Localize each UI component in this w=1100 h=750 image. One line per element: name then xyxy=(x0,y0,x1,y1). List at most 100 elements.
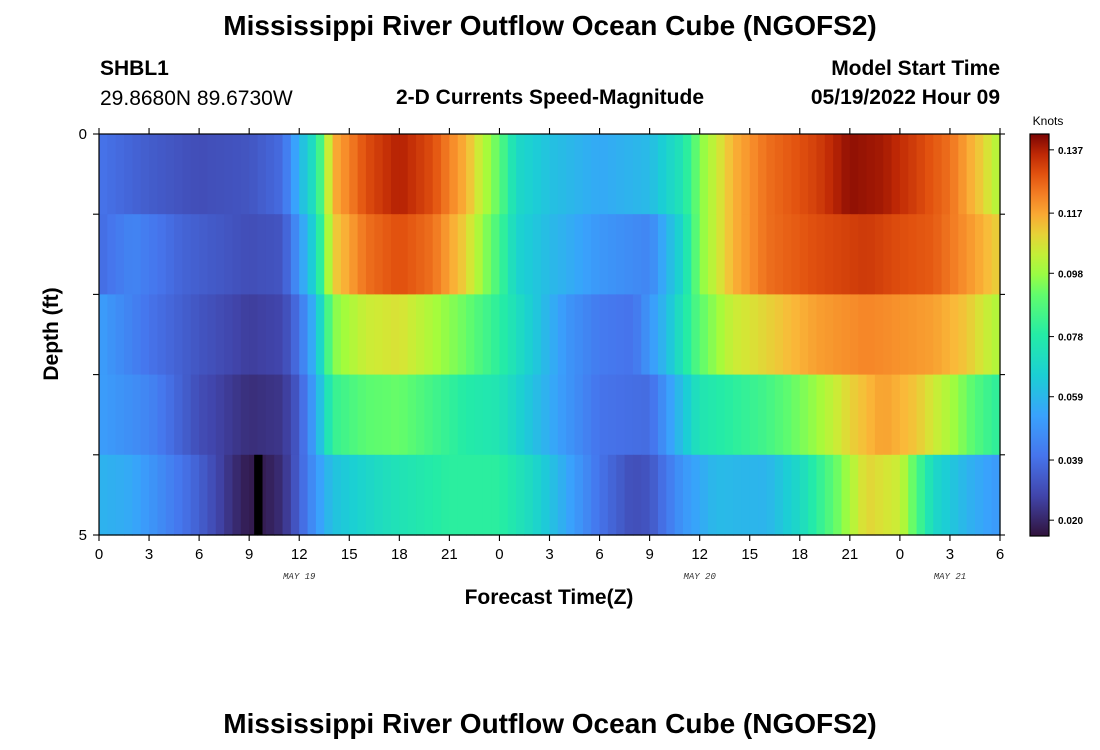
heatmap-cell xyxy=(766,134,776,215)
heatmap-cell xyxy=(574,214,584,295)
heatmap-cell xyxy=(908,134,918,215)
heatmap-cell xyxy=(949,294,959,376)
heatmap-cell xyxy=(607,134,617,215)
heatmap-cell xyxy=(949,214,959,295)
heatmap-cell xyxy=(599,214,609,295)
heatmap-cell xyxy=(824,374,834,456)
heatmap-cell xyxy=(974,134,984,215)
heatmap-cell xyxy=(641,214,651,295)
heatmap-cell xyxy=(374,374,384,456)
heatmap-cell xyxy=(607,454,617,536)
heatmap-cell xyxy=(699,214,709,295)
heatmap-cell xyxy=(190,374,200,456)
heatmap-cell xyxy=(249,374,259,456)
heatmap-cell xyxy=(791,454,801,536)
heatmap-cell xyxy=(799,454,809,536)
heatmap-cell xyxy=(924,294,934,376)
heatmap-cell xyxy=(924,454,934,536)
heatmap-cell xyxy=(349,374,359,456)
heatmap-cell xyxy=(699,294,709,376)
heatmap-cell xyxy=(949,374,959,456)
heatmap-cell xyxy=(107,454,117,536)
heatmap-cell xyxy=(107,294,117,376)
heatmap-cell xyxy=(657,374,667,456)
heatmap-cell xyxy=(165,294,175,376)
heatmap-cell xyxy=(591,134,601,215)
heatmap-cell xyxy=(749,294,759,376)
heatmap-cell xyxy=(399,374,409,456)
heatmap-cell xyxy=(357,214,367,295)
heatmap-cell xyxy=(132,294,142,376)
heatmap-cell xyxy=(941,134,951,215)
heatmap-cell xyxy=(474,454,484,536)
heatmap-cell xyxy=(566,134,576,215)
heatmap-cell xyxy=(799,294,809,376)
heatmap-cell xyxy=(874,134,884,215)
heatmap-cell xyxy=(315,454,325,536)
heatmap-cell xyxy=(174,214,184,295)
heatmap-cell xyxy=(574,134,584,215)
heatmap-cell xyxy=(457,294,467,376)
heatmap-cell xyxy=(499,454,509,536)
heatmap-cell xyxy=(449,294,459,376)
heatmap-cell xyxy=(899,294,909,376)
heatmap-cell xyxy=(491,134,501,215)
heatmap-cell xyxy=(215,214,225,295)
model-start-label: Model Start Time xyxy=(831,57,1000,80)
heatmap-cell xyxy=(149,374,158,456)
heatmap-cell xyxy=(549,454,559,536)
heatmap-cell xyxy=(574,454,584,536)
heatmap-cell xyxy=(99,134,108,215)
heatmap-cell xyxy=(99,294,108,376)
x-tick-label: 6 xyxy=(195,546,203,563)
heatmap-cell xyxy=(616,294,626,376)
heatmap-cell xyxy=(265,374,275,456)
heatmap-cell xyxy=(416,454,425,536)
heatmap-cell xyxy=(124,294,133,376)
heatmap-cell xyxy=(232,134,242,215)
heatmap-cell xyxy=(833,374,843,456)
heatmap-cell xyxy=(724,454,734,536)
heatmap-cell xyxy=(365,294,375,376)
heatmap-cell xyxy=(482,374,492,456)
heatmap-cell xyxy=(816,374,826,456)
heatmap-cell xyxy=(874,454,884,536)
heatmap-cell xyxy=(599,134,609,215)
heatmap-cell xyxy=(282,134,292,215)
y-tick-label: 5 xyxy=(79,527,87,544)
heatmap-cell xyxy=(933,454,943,536)
heatmap-cell xyxy=(240,374,250,456)
heatmap-cell xyxy=(507,134,517,215)
heatmap-cell xyxy=(249,294,259,376)
heatmap-cell xyxy=(849,374,859,456)
heatmap-cell xyxy=(449,214,459,295)
colorbar-unit: Knots xyxy=(1033,114,1064,128)
heatmap-cell xyxy=(808,214,818,295)
heatmap-cell xyxy=(958,134,968,215)
heatmap-cell xyxy=(916,374,926,456)
heatmap-cell xyxy=(424,134,434,215)
heatmap-cell xyxy=(774,454,784,536)
heatmap-cell xyxy=(390,454,400,536)
heatmap-cell xyxy=(933,294,943,376)
heatmap-cell xyxy=(657,454,667,536)
heatmap-cell xyxy=(115,134,125,215)
heatmap-cell xyxy=(457,374,467,456)
heatmap-cell xyxy=(390,214,400,295)
colorbar-label: 0.117 xyxy=(1058,209,1083,220)
heatmap-cell xyxy=(332,294,342,376)
heatmap-cell xyxy=(524,294,534,376)
heatmap-cell xyxy=(390,374,400,456)
heatmap-cell xyxy=(908,294,918,376)
heatmap-cell xyxy=(332,214,342,295)
heatmap-cell xyxy=(307,214,317,295)
heatmap-cell xyxy=(290,134,300,215)
heatmap-cell xyxy=(666,214,676,295)
heatmap-cell xyxy=(958,454,968,536)
heatmap-cell xyxy=(407,374,417,456)
heatmap-cell xyxy=(657,294,667,376)
heatmap-cell xyxy=(474,294,484,376)
heatmap-cell xyxy=(340,214,350,295)
x-tick-label: 21 xyxy=(841,546,858,563)
